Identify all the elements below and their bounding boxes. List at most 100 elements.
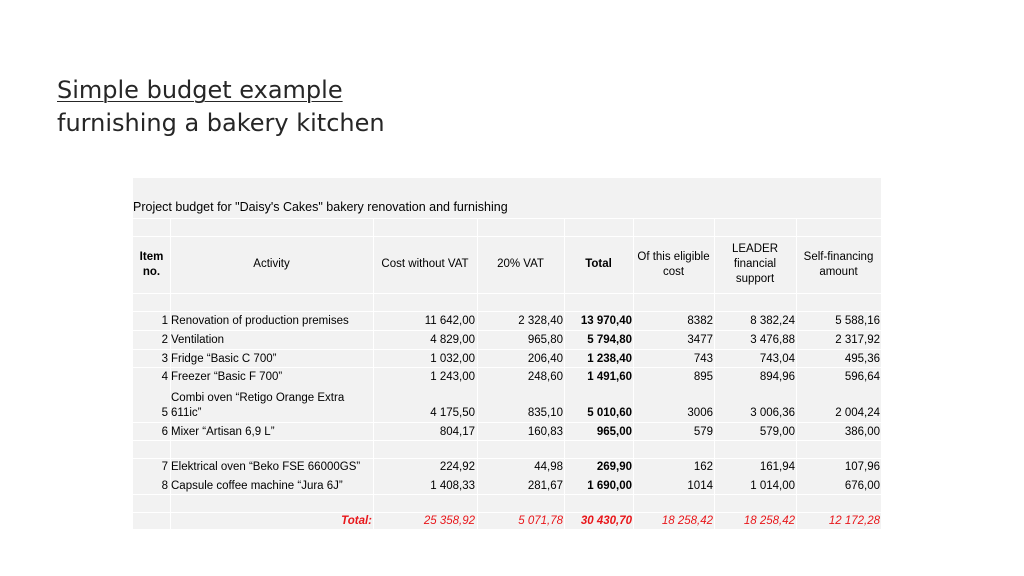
row-cost: 11 642,00 [424,315,475,327]
row-cost: 1 243,00 [430,371,475,383]
header-eligible-cost: Of this eligible cost [637,250,710,278]
slide-title: Simple budget example furnishing a baker… [57,74,385,140]
header-cost-without-vat: Cost without VAT [381,258,469,270]
row-activity: Elektrical oven “Beko FSE 66000GS” [171,461,361,473]
grid-line [714,218,715,529]
row-activity: Freezer “Basic F 700” [171,371,283,383]
row-leader: 161,94 [759,461,795,473]
row-eligible: 3006 [687,407,713,419]
row-item-no: 2 [161,334,168,346]
grid-line [133,293,881,294]
row-eligible: 162 [693,461,713,473]
row-item-no: 7 [161,461,168,473]
row-activity: Capsule coffee machine “Jura 6J” [171,480,343,492]
row-total: 269,90 [596,461,632,473]
row-eligible: 1014 [687,480,713,492]
grid-line [133,512,881,513]
slide-title-line1: Simple budget example [57,76,343,104]
row-cost: 224,92 [439,461,475,473]
row-self: 596,64 [844,371,880,383]
header-self-financing: Self-financing amount [803,250,874,278]
total-vat: 5 071,78 [518,515,563,527]
row-eligible: 743 [693,353,713,365]
header-total: Total [585,258,612,270]
row-self: 2 004,24 [835,407,880,419]
slide-subtitle: furnishing a bakery kitchen [57,109,385,137]
row-self: 5 588,16 [835,315,880,327]
grid-line [133,440,881,441]
grid-line [133,236,881,237]
row-eligible: 3477 [687,334,713,346]
header-item-no: Item no. [139,250,164,278]
row-self: 107,96 [844,461,880,473]
grid-line [633,218,634,529]
row-vat: 2 328,40 [518,315,563,327]
budget-table: Project budget for "Daisy's Cakes" baker… [133,178,881,529]
row-vat: 835,10 [527,407,563,419]
row-total: 1 491,60 [587,371,632,383]
row-item-no: 3 [161,353,168,365]
row-total: 5 794,80 [587,334,632,346]
row-total: 5 010,60 [587,407,632,419]
grid-line [133,494,881,495]
total-label: Total: [341,515,372,527]
row-leader: 894,96 [759,371,795,383]
total-leader: 18 258,42 [743,515,795,527]
total-total: 30 430,70 [580,515,632,527]
row-cost: 1 408,33 [430,480,475,492]
row-item-no: 6 [161,426,168,438]
row-leader: 8 382,24 [750,315,795,327]
total-self: 12 172,28 [828,515,880,527]
row-leader: 1 014,00 [750,480,795,492]
row-self: 2 317,92 [835,334,880,346]
row-cost: 804,17 [439,426,475,438]
grid-line [133,458,881,459]
grid-line [133,311,881,312]
header-leader-support: LEADER financial support [731,243,779,285]
row-cost: 4 175,50 [430,407,475,419]
grid-line [133,422,881,423]
row-self: 386,00 [844,426,880,438]
row-cost: 4 829,00 [430,334,475,346]
grid-line [133,330,881,331]
grid-line [133,349,881,350]
row-activity: Ventilation [171,334,225,346]
grid-line [133,218,881,219]
row-vat: 160,83 [527,426,563,438]
row-activity: Renovation of production premises [171,315,349,327]
row-activity-line1: Combi oven “Retigo Orange Extra [171,392,345,404]
grid-line [133,367,881,368]
row-total: 1 238,40 [587,353,632,365]
row-vat: 248,60 [527,371,563,383]
row-activity: Fridge “Basic C 700” [171,353,277,365]
grid-line [477,218,478,529]
row-self: 495,36 [844,353,880,365]
row-vat: 281,67 [527,480,563,492]
row-item-no: 5 [161,407,168,419]
grid-line [170,218,171,529]
total-cost: 25 358,92 [423,515,475,527]
row-vat: 965,80 [527,334,563,346]
grid-line [373,218,374,529]
grid-line [796,218,797,529]
total-eligible: 18 258,42 [661,515,713,527]
row-eligible: 895 [693,371,713,383]
row-total: 1 690,00 [587,480,632,492]
row-eligible: 579 [693,426,713,438]
row-self: 676,00 [844,480,880,492]
grid-line [564,218,565,529]
row-total: 13 970,40 [580,315,632,327]
row-activity: Mixer “Artisan 6,9 L” [171,426,275,438]
row-activity-line2: 611ic” [171,407,202,419]
row-vat: 206,40 [527,353,563,365]
row-item-no: 1 [161,315,168,327]
header-vat: 20% VAT [497,258,544,270]
row-cost: 1 032,00 [430,353,475,365]
row-leader: 3 476,88 [750,334,795,346]
row-leader: 3 006,36 [750,407,795,419]
row-item-no: 4 [161,371,168,383]
row-leader: 579,00 [759,426,795,438]
header-activity: Activity [253,258,290,270]
table-caption: Project budget for "Daisy's Cakes" baker… [133,200,508,214]
row-eligible: 8382 [687,315,713,327]
